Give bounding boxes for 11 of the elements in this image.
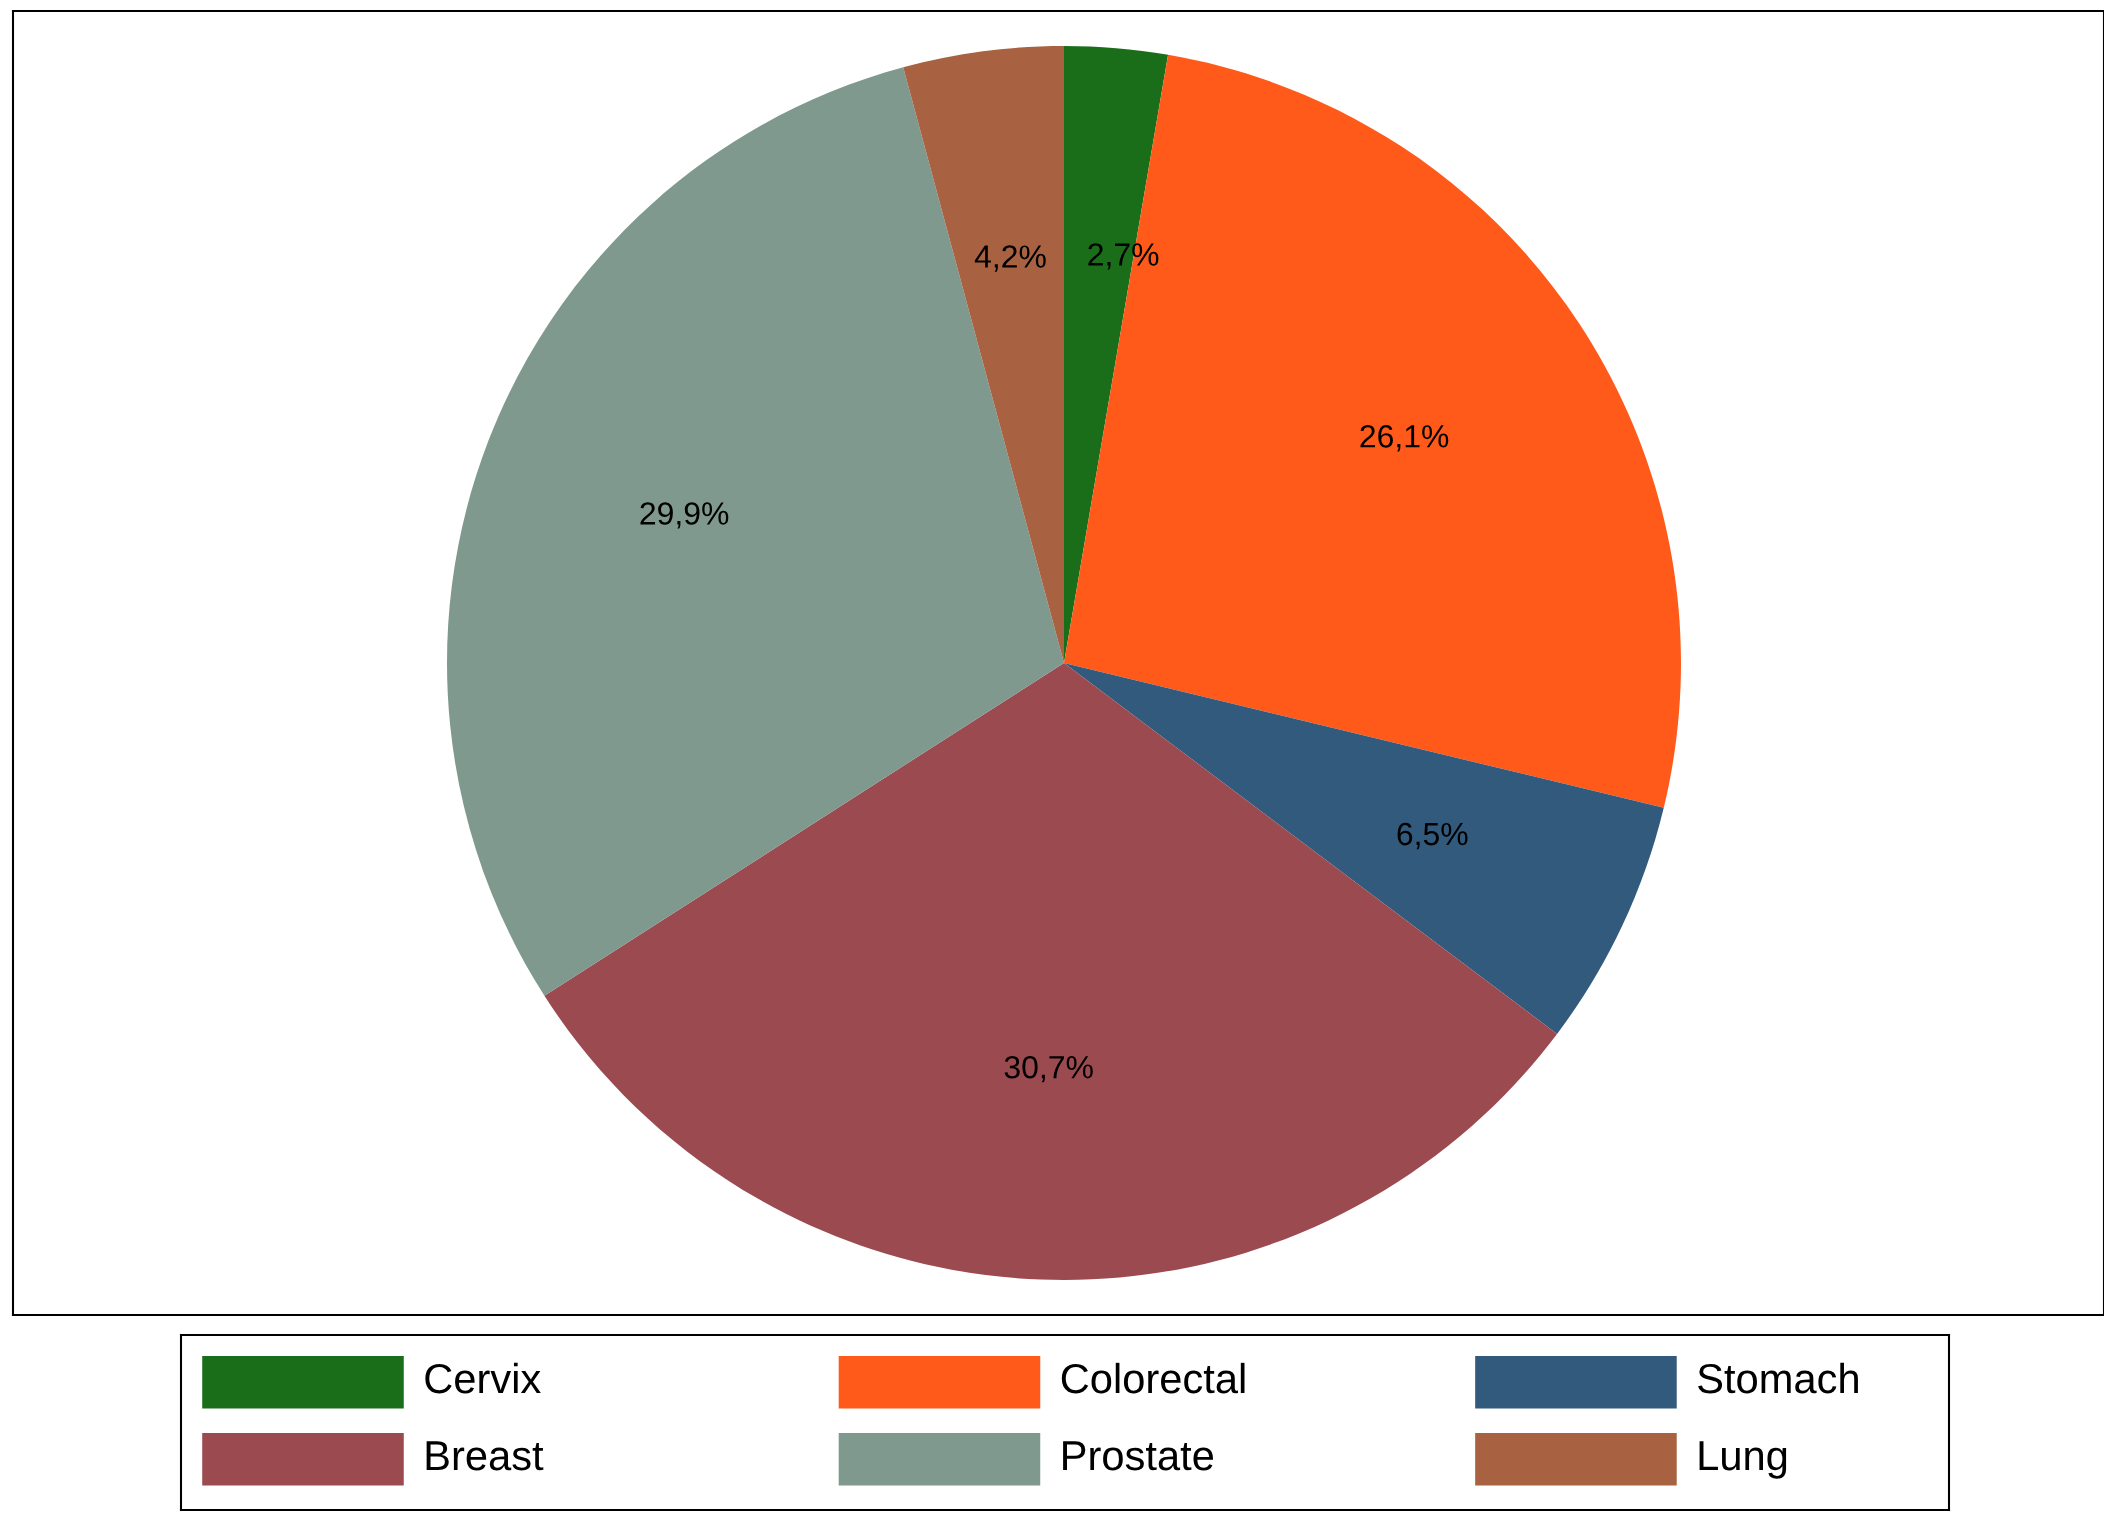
data-label: 6,5% — [1397, 822, 1468, 850]
legend-label: Lung — [1699, 1441, 1787, 1479]
legend-label: Cervix — [425, 1362, 541, 1394]
data-label: 29,9% — [640, 502, 729, 529]
legend-label: Stomach — [1698, 1362, 1858, 1394]
legend-label: Prostate — [1063, 1441, 1214, 1471]
legend-label: Breast — [426, 1441, 544, 1471]
data-label: 30,7% — [1004, 1055, 1093, 1083]
legend-label: Colorectal — [1061, 1362, 1245, 1394]
data-label: 4,2% — [974, 245, 1046, 272]
data-label: 26,1% — [1360, 425, 1449, 452]
